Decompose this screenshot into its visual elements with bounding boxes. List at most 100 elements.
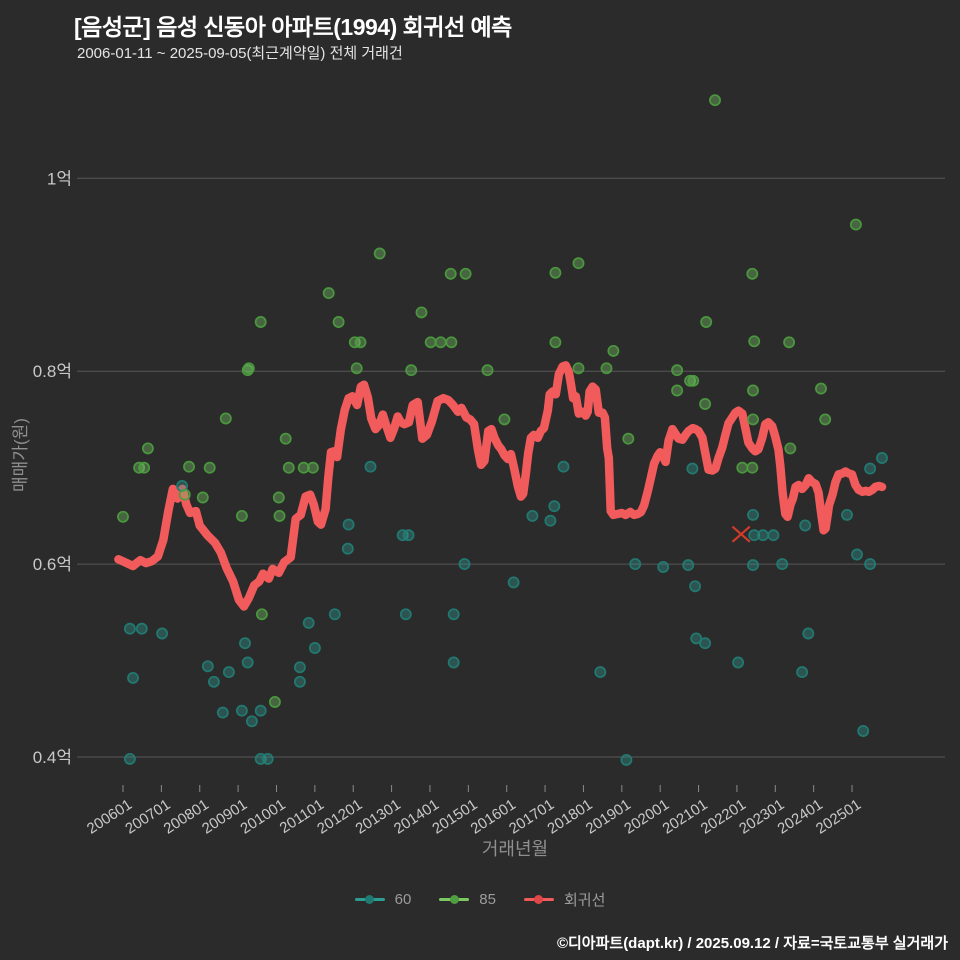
scatter-point-60 — [216, 706, 229, 719]
scatter-point-60 — [682, 559, 695, 572]
scatter-point-85 — [178, 488, 191, 501]
scatter-point-60 — [747, 508, 759, 521]
scatter-point-60 — [629, 558, 642, 571]
scatter-point-60 — [507, 576, 520, 589]
scatter-point-85 — [783, 336, 796, 349]
y-tick-label: 1억 — [47, 169, 72, 188]
scatter-point-60 — [857, 725, 870, 737]
scatter-point-60 — [447, 608, 460, 621]
scatter-point-60 — [458, 558, 471, 571]
y-tick-label: 0.4억 — [33, 748, 72, 767]
scatter-point-85 — [373, 247, 386, 260]
scatter-point-85 — [819, 413, 832, 426]
scatter-point-60 — [620, 753, 633, 766]
scatter-point-60 — [447, 656, 460, 669]
scatter-point-60 — [293, 675, 306, 688]
scatter-point-85 — [255, 608, 268, 621]
scatter-point-85 — [699, 398, 712, 410]
scatter-point-60 — [757, 529, 769, 542]
scatter-point-85 — [282, 461, 295, 474]
scatter-point-60 — [841, 508, 853, 521]
scatter-point-60 — [796, 666, 809, 679]
legend-swatch-teal-icon — [354, 895, 385, 905]
scatter-point-60 — [235, 704, 248, 717]
scatter-point-85 — [736, 461, 749, 474]
scatter-point-60 — [699, 637, 712, 650]
scatter-point-60 — [748, 529, 761, 542]
scatter-point-60 — [526, 509, 539, 522]
scatter-point-85 — [272, 491, 285, 504]
scatter-point-60 — [851, 548, 863, 561]
scatter-point-85 — [183, 460, 195, 473]
scatter-point-85 — [815, 382, 827, 395]
scatter-point-85 — [671, 364, 684, 377]
legend-label: 60 — [394, 891, 412, 908]
legend-item-60[interactable]: 60 — [354, 891, 412, 908]
scatter-point-85 — [219, 412, 232, 425]
scatter-point-60 — [222, 666, 235, 679]
legend-label: 회귀선 — [563, 892, 606, 909]
scatter-point-85 — [434, 336, 447, 349]
scatter-point-85 — [322, 287, 335, 300]
scatter-point-60 — [293, 661, 306, 674]
scatter-point-85 — [549, 266, 562, 279]
scatter-point-85 — [332, 316, 345, 328]
scatter-point-60 — [342, 518, 355, 531]
legend-label: 85 — [479, 891, 496, 908]
scatter-point-85 — [600, 362, 613, 375]
scatter-point-85 — [415, 306, 428, 319]
scatter-point-85 — [709, 94, 721, 107]
scatter-point-85 — [746, 267, 759, 280]
scatter-point-85 — [684, 374, 697, 387]
scatter-point-85 — [572, 257, 585, 270]
scatter-point-85 — [141, 442, 154, 455]
scatter-point-60 — [776, 558, 789, 571]
scatter-point-85 — [306, 461, 319, 474]
scatter-point-85 — [279, 432, 292, 445]
scatter-point-60 — [686, 462, 699, 475]
scatter-point-85 — [746, 461, 759, 474]
scatter-point-85 — [196, 491, 209, 504]
scatter-point-60 — [594, 666, 607, 679]
y-tick-label: 0.8억 — [33, 362, 72, 381]
scatter-point-60 — [732, 656, 745, 669]
scatter-point-85 — [242, 362, 255, 375]
page-title: [음성군] 음성 신동아 아파트(1994) 회귀선 예측 — [74, 14, 512, 40]
copyright-credit: ©디아파트(dapt.kr) / 2025.09.12 / 자료=국토교통부 실… — [556, 935, 948, 952]
scatter-point-85 — [405, 364, 418, 377]
scatter-point-60 — [254, 704, 267, 717]
scatter-point-60 — [261, 752, 274, 765]
scatter-point-60 — [802, 627, 815, 640]
scatter-point-60 — [689, 580, 702, 593]
scatter-point-85 — [498, 413, 511, 426]
scatter-point-85 — [203, 461, 216, 474]
page-subtitle: 2006-01-11 ~ 2025-09-05(최근계약일) 전체 거래건 — [77, 45, 403, 62]
scatter-point-85 — [687, 374, 700, 387]
scatter-point-85 — [235, 509, 248, 522]
scatter-point-60 — [402, 529, 415, 542]
x-tick-label: 201001 — [237, 796, 288, 838]
scatter-point-60 — [302, 616, 315, 629]
scatter-point-60 — [864, 462, 877, 475]
scatter-point-85 — [138, 461, 151, 474]
scatter-point-60 — [123, 622, 136, 635]
legend-swatch-green-icon — [439, 895, 470, 905]
scatter-point-60 — [799, 519, 812, 532]
scatter-point-85 — [748, 335, 761, 348]
legend-swatch-red-icon — [523, 895, 554, 905]
scatter-point-85 — [700, 316, 713, 328]
scatter-point-85 — [607, 344, 620, 357]
scatter-point-60 — [657, 561, 670, 573]
scatter-point-85 — [784, 442, 797, 455]
scatter-point-85 — [481, 364, 494, 377]
scatter-point-85 — [747, 384, 759, 397]
scatter-point-85 — [572, 362, 585, 375]
scatter-point-60 — [207, 675, 220, 688]
latest-marker-x-icon — [732, 526, 751, 543]
legend-item-regression[interactable]: 회귀선 — [523, 889, 606, 910]
y-tick-label: 0.6억 — [33, 555, 72, 574]
scatter-point-85 — [444, 267, 457, 280]
legend-item-85[interactable]: 85 — [439, 891, 496, 908]
